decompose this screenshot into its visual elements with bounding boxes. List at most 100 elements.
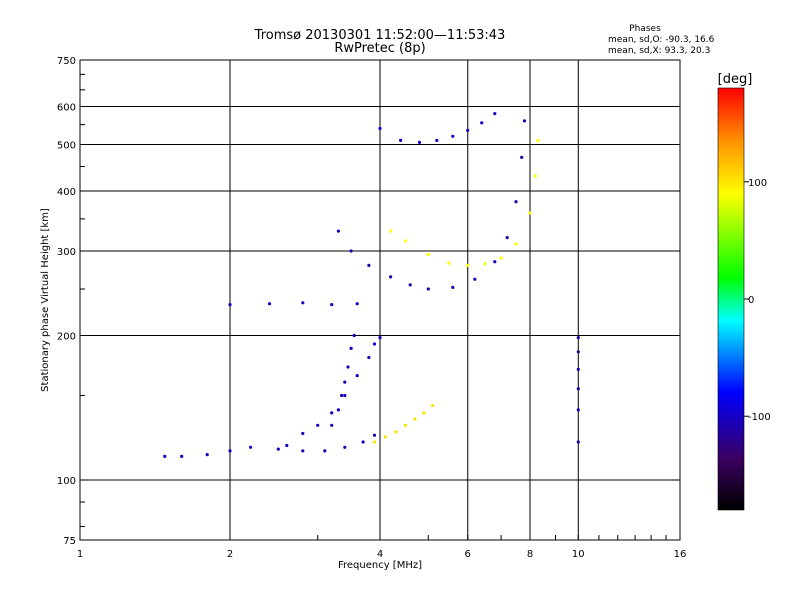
data-point (536, 138, 540, 142)
data-point (403, 239, 408, 243)
y-tick-label: 300 (57, 247, 76, 258)
y-tick-label: 400 (57, 187, 76, 198)
data-point (493, 112, 497, 116)
data-point (394, 430, 398, 434)
data-point (316, 423, 320, 427)
data-point (340, 393, 344, 398)
y-tick-label: 750 (57, 56, 76, 67)
data-point (163, 454, 167, 458)
data-point (372, 433, 377, 437)
x-tick-label: 2 (227, 549, 233, 560)
colorbar (717, 87, 745, 511)
data-point (336, 229, 340, 233)
data-point (336, 408, 340, 412)
data-point (330, 423, 334, 427)
data-point (372, 342, 377, 346)
data-point (367, 355, 371, 360)
data-point (323, 449, 327, 453)
data-point (431, 403, 435, 408)
grid-lines (80, 60, 680, 540)
colorbar-tick-label: 0 (748, 295, 754, 306)
data-point (389, 229, 393, 233)
phases-mean-o: mean, sd,O: -90.3, 16.6 (608, 35, 715, 45)
colorbar-ticks: 100 0 -100 (744, 178, 771, 423)
data-point (413, 417, 417, 421)
data-point (533, 174, 537, 178)
data-point (276, 447, 280, 451)
y-tick-label: 500 (57, 141, 76, 152)
data-point (480, 121, 484, 125)
data-point (576, 336, 580, 340)
phases-mean-x: mean, sd,X: 93.3, 20.3 (608, 46, 710, 56)
colorbar-tick-label: 100 (748, 178, 767, 189)
data-point (576, 387, 580, 391)
data-point (349, 249, 353, 253)
chart-subtitle: RwPretec (8p) (334, 41, 425, 56)
colorbar-tick-label: -100 (748, 412, 771, 423)
data-point (228, 303, 232, 307)
data-point (301, 431, 305, 436)
data-point (447, 261, 451, 265)
data-point (301, 301, 305, 305)
data-point (520, 155, 524, 159)
data-point (451, 134, 455, 138)
data-point (514, 242, 518, 246)
data-point (330, 303, 334, 307)
data-point (343, 393, 347, 398)
x-axis-ticks: 1 2 4 6 8 10 16 (77, 535, 687, 560)
data-point (330, 411, 334, 415)
x-tick-label: 16 (674, 549, 687, 560)
data-point (399, 138, 403, 142)
phases-heading: Phases (629, 24, 661, 34)
data-point (466, 263, 470, 267)
data-point (576, 350, 580, 354)
data-point (361, 440, 365, 444)
data-point (451, 285, 455, 289)
data-point (389, 275, 393, 279)
data-point (483, 262, 487, 266)
data-point (355, 374, 359, 378)
data-point (205, 453, 209, 457)
y-tick-label: 100 (57, 476, 76, 487)
data-point (528, 211, 532, 215)
data-point (249, 445, 253, 449)
x-tick-label: 10 (572, 549, 585, 560)
data-point (228, 449, 232, 453)
data-point (493, 260, 497, 264)
y-axis-label: Stationary phase Virtual Height [km] (40, 208, 51, 392)
x-tick-label: 1 (77, 549, 83, 560)
data-point (522, 119, 527, 123)
data-point (285, 443, 289, 448)
data-point (383, 435, 387, 439)
data-point (378, 336, 382, 340)
x-tick-label: 8 (527, 549, 533, 560)
data-point (473, 277, 477, 281)
data-point (505, 236, 509, 240)
data-point (352, 333, 356, 338)
data-point (378, 126, 382, 131)
data-point (408, 283, 412, 287)
data-point (403, 423, 408, 427)
data-point (343, 380, 347, 384)
data-point (426, 287, 430, 291)
x-axis-label: Frequency [MHz] (338, 560, 422, 571)
data-point (422, 411, 426, 415)
y-tick-label: 600 (57, 103, 76, 114)
data-point (180, 454, 184, 458)
data-point (372, 440, 377, 444)
data-point (514, 200, 518, 204)
data-point (349, 346, 353, 350)
y-tick-label: 75 (63, 536, 76, 547)
data-point (466, 128, 470, 132)
chart-title: Tromsø 20130301 11:52:00—11:53:43 (254, 28, 506, 43)
data-point (576, 367, 580, 371)
data-point (426, 252, 430, 257)
data-point (346, 365, 350, 369)
data-points (163, 112, 580, 458)
colorbar-label: [deg] (718, 72, 753, 87)
y-axis-ticks: 75 100 200 300 400 500 600 750 (57, 56, 85, 547)
data-point (301, 449, 305, 453)
data-point (435, 138, 439, 142)
